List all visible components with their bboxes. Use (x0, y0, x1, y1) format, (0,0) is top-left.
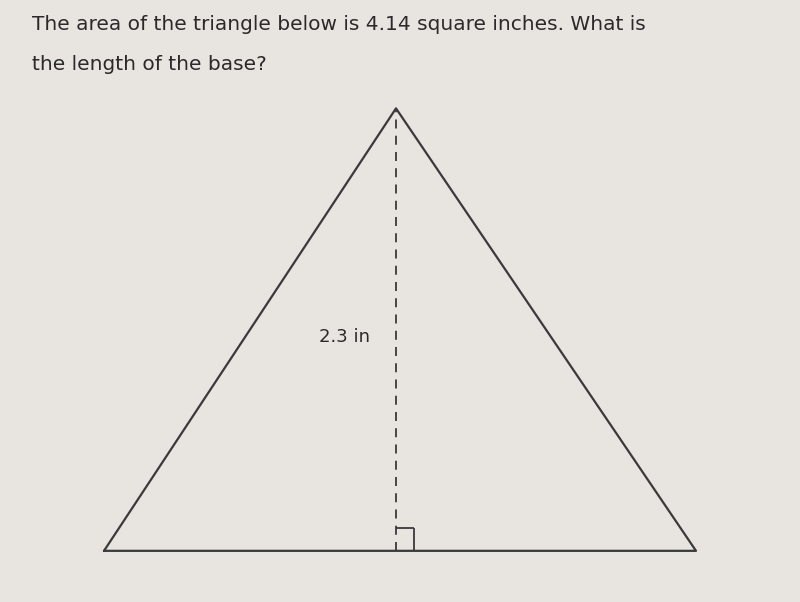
Text: the length of the base?: the length of the base? (32, 55, 266, 75)
Text: 2.3 in: 2.3 in (318, 328, 370, 346)
Text: The area of the triangle below is 4.14 square inches. What is: The area of the triangle below is 4.14 s… (32, 15, 646, 34)
